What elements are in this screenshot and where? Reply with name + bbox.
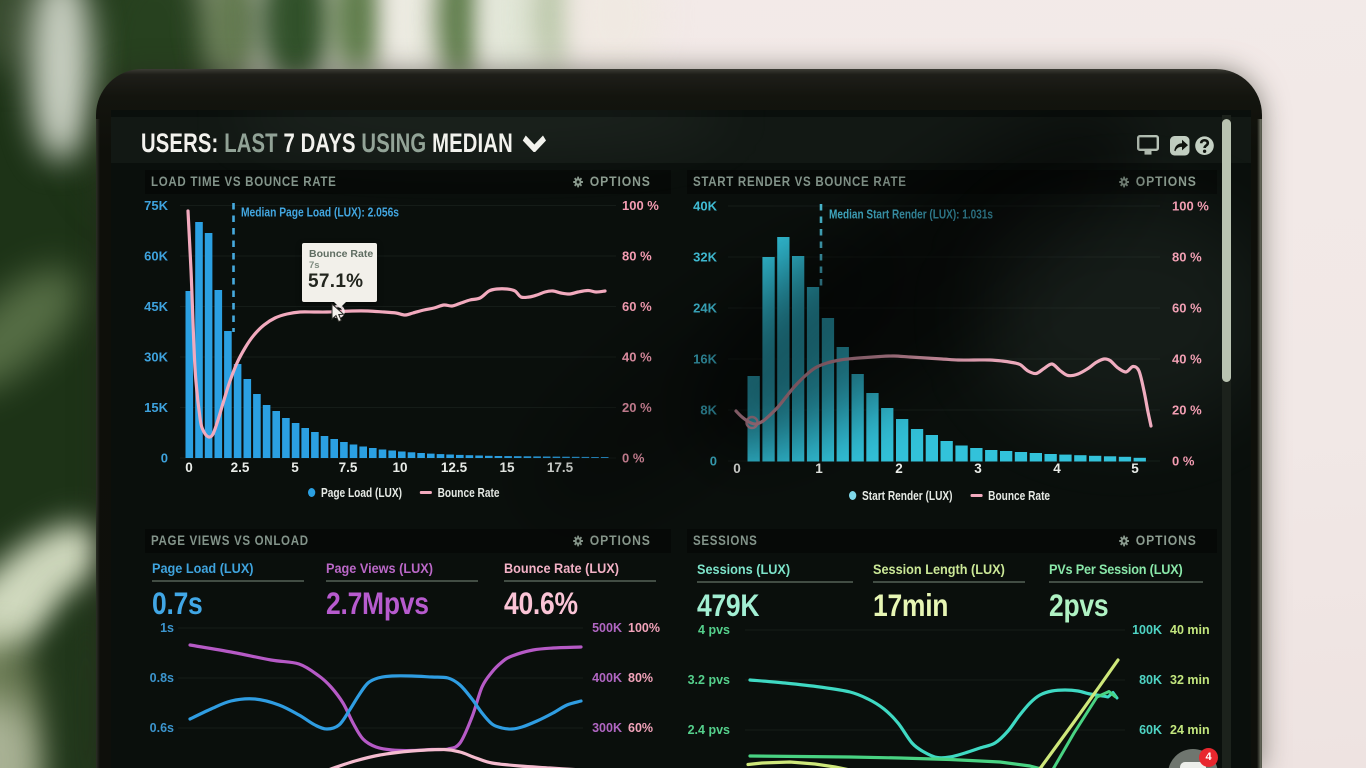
svg-text:0: 0	[185, 460, 193, 475]
svg-text:100%: 100%	[628, 621, 660, 635]
svg-text:0.8s: 0.8s	[150, 671, 174, 685]
svg-text:0 %: 0 %	[1172, 454, 1195, 469]
svg-text:7.5: 7.5	[339, 460, 358, 475]
svg-text:15K: 15K	[144, 400, 168, 415]
svg-text:Median Page Load (LUX): 2.056s: Median Page Load (LUX): 2.056s	[241, 206, 399, 220]
svg-text:15: 15	[499, 460, 515, 475]
svg-text:40 min: 40 min	[1170, 623, 1210, 637]
svg-text:24K: 24K	[693, 301, 717, 316]
svg-text:75K: 75K	[144, 198, 168, 213]
svg-text:40K: 40K	[693, 199, 717, 214]
svg-text:3.2 pvs: 3.2 pvs	[688, 673, 730, 687]
svg-text:80 %: 80 %	[622, 249, 652, 264]
svg-text:60 %: 60 %	[1172, 301, 1202, 316]
svg-text:80K: 80K	[1139, 673, 1162, 687]
svg-text:60%: 60%	[628, 721, 653, 735]
svg-text:60 %: 60 %	[622, 299, 652, 314]
svg-text:1: 1	[815, 461, 823, 476]
svg-text:2.5: 2.5	[231, 460, 250, 475]
svg-text:30K: 30K	[144, 350, 168, 365]
svg-text:500K: 500K	[592, 621, 622, 635]
svg-text:2: 2	[895, 461, 903, 476]
svg-text:60K: 60K	[144, 249, 168, 264]
svg-text:80%: 80%	[628, 671, 653, 685]
svg-text:17.5: 17.5	[547, 460, 574, 475]
svg-text:0: 0	[733, 461, 741, 476]
svg-text:20 %: 20 %	[622, 400, 652, 415]
svg-text:400K: 400K	[592, 671, 622, 685]
svg-text:300K: 300K	[592, 721, 622, 735]
svg-text:4 pvs: 4 pvs	[698, 623, 730, 637]
svg-text:100 %: 100 %	[1172, 199, 1209, 214]
svg-text:32K: 32K	[693, 250, 717, 265]
svg-text:0: 0	[710, 454, 717, 469]
svg-text:12.5: 12.5	[441, 460, 468, 475]
svg-text:3: 3	[974, 461, 982, 476]
svg-text:1s: 1s	[160, 621, 174, 635]
svg-text:80 %: 80 %	[1172, 250, 1202, 265]
svg-text:5: 5	[1131, 461, 1139, 476]
svg-text:0.6s: 0.6s	[150, 721, 174, 735]
svg-text:40 %: 40 %	[1172, 352, 1202, 367]
svg-text:20 %: 20 %	[1172, 403, 1202, 418]
svg-text:40 %: 40 %	[622, 350, 652, 365]
svg-text:4: 4	[1053, 461, 1061, 476]
svg-text:10: 10	[392, 460, 407, 475]
svg-text:0 %: 0 %	[622, 451, 645, 466]
svg-text:Median Start Render (LUX): 1.0: Median Start Render (LUX): 1.031s	[829, 208, 993, 222]
svg-text:60K: 60K	[1139, 723, 1162, 737]
svg-text:0: 0	[161, 451, 168, 466]
svg-text:24 min: 24 min	[1170, 723, 1210, 737]
svg-text:8K: 8K	[700, 403, 717, 418]
svg-text:100 %: 100 %	[622, 198, 659, 213]
svg-text:100K: 100K	[1132, 623, 1162, 637]
svg-text:2.4 pvs: 2.4 pvs	[688, 723, 730, 737]
svg-text:5: 5	[291, 460, 299, 475]
svg-text:32 min: 32 min	[1170, 673, 1210, 687]
svg-text:16K: 16K	[693, 352, 717, 367]
svg-text:45K: 45K	[144, 299, 168, 314]
